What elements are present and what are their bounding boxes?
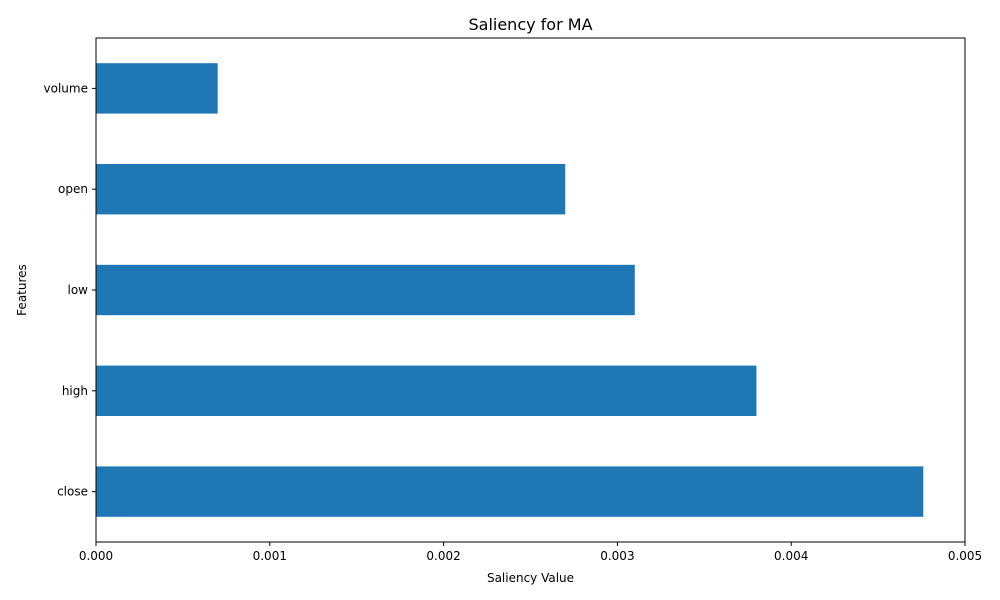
y-tick-label-volume: volume: [44, 81, 88, 95]
bar-high: [96, 365, 757, 416]
x-tick-label: 0.000: [79, 549, 113, 563]
x-tick-label: 0.001: [253, 549, 287, 563]
x-tick-label: 0.005: [948, 549, 982, 563]
bar-volume: [96, 63, 218, 114]
x-axis-label: Saliency Value: [487, 571, 574, 585]
chart-title: Saliency for MA: [468, 15, 592, 34]
y-axis-label: Features: [15, 264, 29, 316]
x-tick-label: 0.003: [600, 549, 634, 563]
y-tick-label-low: low: [68, 283, 89, 297]
bar-open: [96, 164, 566, 215]
bars-layer: [96, 63, 924, 517]
x-tick-label: 0.002: [426, 549, 460, 563]
bar-close: [96, 466, 924, 517]
y-tick-label-close: close: [57, 485, 88, 499]
x-tick-label: 0.004: [774, 549, 808, 563]
y-tick-label-high: high: [62, 384, 88, 398]
bar-low: [96, 264, 635, 316]
ticks-layer: 0.000 0.001 0.002 0.003 0.004 0.005 close high l…: [44, 81, 983, 563]
y-tick-label-open: open: [58, 182, 88, 196]
